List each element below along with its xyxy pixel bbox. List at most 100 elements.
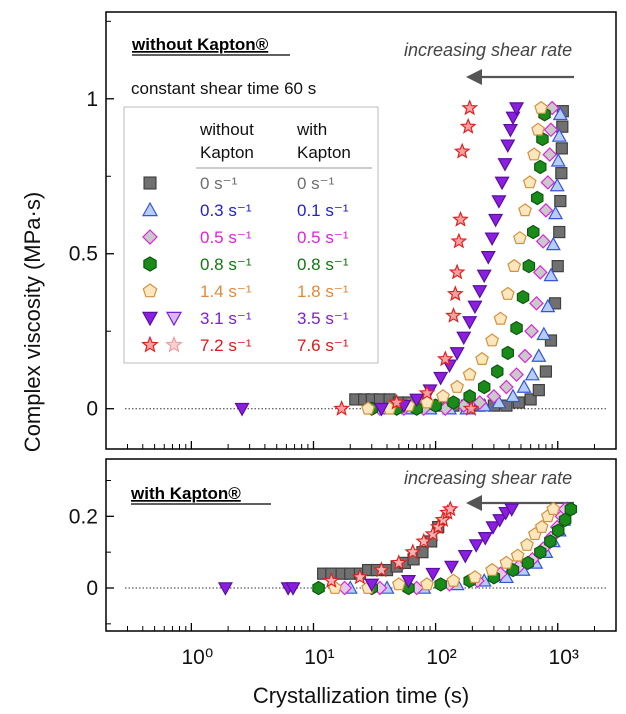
data-point xyxy=(509,102,525,116)
data-point xyxy=(553,225,566,239)
data-point xyxy=(558,512,572,528)
data-point xyxy=(531,122,545,136)
y-tick-label: 0 xyxy=(86,577,98,600)
data-point xyxy=(472,285,488,299)
legend-header-with-2: Kapton xyxy=(297,143,351,162)
data-point xyxy=(491,364,504,379)
legend-label-with: 7.6 s⁻¹ xyxy=(297,336,349,355)
data-point xyxy=(504,503,520,517)
data-point xyxy=(549,177,565,192)
data-point xyxy=(449,347,465,361)
data-point xyxy=(462,367,477,381)
data-point xyxy=(486,388,502,404)
data-point xyxy=(425,567,441,582)
data-point xyxy=(499,555,514,569)
legend-label-without: 0 s⁻¹ xyxy=(200,174,238,193)
x-tick-label: 10³ xyxy=(549,646,579,669)
data-point xyxy=(450,232,468,249)
data-point xyxy=(499,379,514,395)
legend-header-without-2: Kapton xyxy=(200,143,254,162)
data-point xyxy=(485,521,501,535)
data-point xyxy=(534,519,549,533)
top-arrow-label: increasing shear rate xyxy=(404,40,572,60)
legend-label-without: 0.3 s⁻¹ xyxy=(200,201,252,220)
data-point xyxy=(468,539,484,553)
data-point xyxy=(505,388,521,403)
data-point xyxy=(424,525,442,542)
data-point xyxy=(530,190,544,206)
data-point xyxy=(536,131,549,147)
data-point xyxy=(433,371,449,386)
data-point xyxy=(400,575,417,589)
top-axis-ticks: 00.51 xyxy=(69,20,617,449)
data-point xyxy=(520,537,534,551)
data-point xyxy=(516,289,530,305)
data-point xyxy=(404,543,422,560)
data-point xyxy=(456,331,472,346)
data-point xyxy=(452,210,469,227)
legend-box xyxy=(123,106,379,364)
data-point xyxy=(390,554,408,571)
data-point xyxy=(457,549,473,564)
data-point xyxy=(493,311,508,325)
data-point xyxy=(462,316,478,330)
data-point xyxy=(507,258,522,272)
data-point xyxy=(475,351,489,365)
legend-label-with: 0.5 s⁻¹ xyxy=(297,228,349,247)
data-point xyxy=(494,176,510,191)
top-arrow-head-icon xyxy=(466,69,482,85)
data-point xyxy=(517,348,533,364)
data-point xyxy=(361,401,376,415)
data-point xyxy=(522,258,536,274)
data-point xyxy=(491,195,507,209)
data-point xyxy=(524,366,540,381)
data-point xyxy=(234,402,250,417)
y-tick-label: 0.5 xyxy=(69,243,98,266)
data-point xyxy=(285,582,301,596)
legend: without Kapton with Kapton 0 s⁻¹ 0 s⁻¹ 0.3… xyxy=(123,106,379,364)
data-point xyxy=(217,582,233,596)
data-point xyxy=(539,365,553,378)
data-point xyxy=(543,122,559,138)
data-point xyxy=(509,367,524,382)
data-point xyxy=(441,500,459,517)
data-point xyxy=(463,389,476,404)
data-point xyxy=(542,147,558,162)
data-point xyxy=(436,389,450,403)
data-point xyxy=(485,562,500,576)
bottom-arrow-label: increasing shear rate xyxy=(404,468,572,488)
data-point xyxy=(510,320,523,336)
data-point xyxy=(467,300,483,315)
data-point xyxy=(545,236,561,251)
data-point xyxy=(418,384,436,401)
legend-marker xyxy=(142,283,158,298)
data-point xyxy=(351,568,369,585)
legend-rows: 0 s⁻¹ 0 s⁻¹ 0.3 s⁻¹ 0.1 s⁻¹ 0.5 s⁻¹ 0.5 s⁻¹ 0.… xyxy=(141,174,349,355)
data-point xyxy=(333,399,350,416)
legend-marker xyxy=(141,335,159,353)
data-point xyxy=(554,194,567,208)
top-panel-frame xyxy=(105,11,617,450)
legend-label-with: 0 s⁻¹ xyxy=(297,174,335,193)
data-point xyxy=(548,205,564,220)
data-point xyxy=(502,123,518,138)
data-point xyxy=(512,230,527,245)
data-point xyxy=(492,514,508,528)
legend-label-without: 0.5 s⁻¹ xyxy=(200,228,252,247)
x-tick-label: 10⁰ xyxy=(181,646,213,669)
data-point xyxy=(450,379,465,393)
data-point xyxy=(540,175,556,190)
data-point xyxy=(551,260,564,273)
data-point xyxy=(524,393,537,406)
data-point xyxy=(497,158,513,172)
legend-label-with: 3.5 s⁻¹ xyxy=(297,309,349,328)
x-tick-label: 10² xyxy=(426,646,456,669)
data-point xyxy=(391,577,406,591)
data-point xyxy=(501,345,515,361)
legend-label-with: 1.8 s⁻¹ xyxy=(297,282,349,301)
data-point xyxy=(529,295,544,311)
data-point xyxy=(555,142,568,155)
data-point xyxy=(373,402,389,417)
data-point xyxy=(312,580,325,596)
data-point xyxy=(540,298,556,313)
